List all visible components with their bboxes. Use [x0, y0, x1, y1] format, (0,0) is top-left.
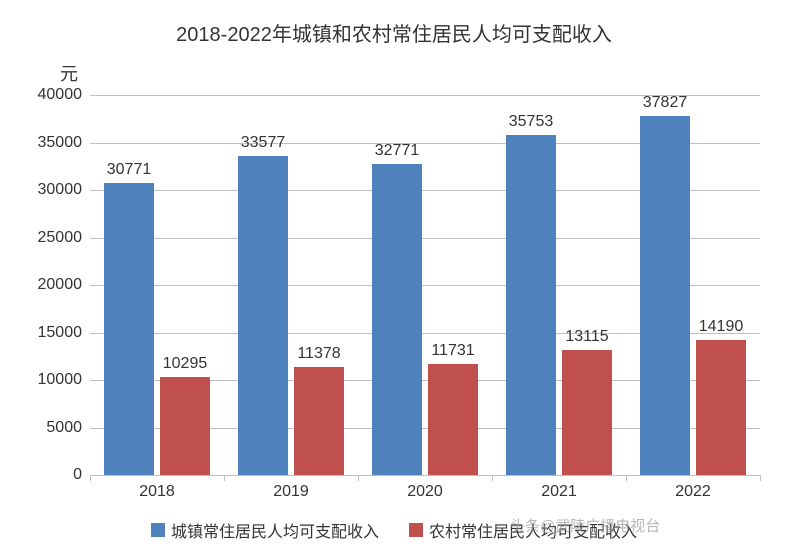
y-tick-label: 20000: [38, 276, 91, 294]
y-tick-label: 15000: [38, 324, 91, 342]
legend-swatch: [409, 523, 423, 537]
x-tick-mark: [626, 475, 627, 481]
legend-label: 城镇常住居民人均可支配收入: [171, 518, 379, 542]
bar-value-label: 30771: [107, 161, 152, 179]
bar-urban: [506, 135, 556, 475]
legend-swatch: [151, 523, 165, 537]
bar-rural: [562, 350, 612, 475]
bar-value-label: 11378: [297, 345, 340, 363]
x-tick-mark: [492, 475, 493, 481]
bar-value-label: 37827: [643, 94, 688, 112]
bar-value-label: 32771: [375, 142, 420, 160]
bar-value-label: 33577: [241, 134, 286, 152]
y-tick-label: 25000: [38, 229, 91, 247]
y-tick-label: 10000: [38, 371, 91, 389]
bar-value-label: 10295: [163, 355, 208, 373]
legend-item: 城镇常住居民人均可支配收入: [151, 518, 379, 542]
y-tick-label: 35000: [38, 134, 91, 152]
y-tick-label: 0: [73, 466, 90, 484]
plot-area: 0500010000150002000025000300003500040000…: [90, 95, 760, 475]
x-tick-mark: [358, 475, 359, 481]
bar-rural: [160, 377, 210, 475]
x-tick-label: 2020: [407, 475, 443, 501]
x-tick-label: 2021: [541, 475, 577, 501]
bar-urban: [372, 164, 422, 475]
x-tick-label: 2019: [273, 475, 309, 501]
x-tick-label: 2022: [675, 475, 711, 501]
bar-value-label: 35753: [509, 113, 554, 131]
chart-title: 2018-2022年城镇和农村常住居民人均可支配收入: [0, 18, 788, 47]
bar-rural: [428, 364, 478, 475]
legend: 城镇常住居民人均可支配收入农村常住居民人均可支配收入: [0, 518, 788, 542]
x-tick-mark: [90, 475, 91, 481]
bar-urban: [640, 116, 690, 475]
bar-value-label: 14190: [699, 318, 744, 336]
bar-rural: [294, 367, 344, 475]
x-tick-mark: [760, 475, 761, 481]
x-tick-mark: [224, 475, 225, 481]
bar-value-label: 13115: [565, 328, 608, 346]
bar-rural: [696, 340, 746, 475]
bar-value-label: 11731: [431, 342, 474, 360]
y-axis-unit: 元: [60, 60, 78, 86]
y-tick-label: 30000: [38, 181, 91, 199]
bar-urban: [238, 156, 288, 475]
y-tick-label: 40000: [38, 86, 91, 104]
watermark: 头条@武陵广播电视台: [510, 515, 660, 536]
x-tick-label: 2018: [139, 475, 175, 501]
bar-urban: [104, 183, 154, 475]
y-tick-label: 5000: [46, 419, 90, 437]
chart-container: 2018-2022年城镇和农村常住居民人均可支配收入 元 05000100001…: [0, 0, 788, 553]
